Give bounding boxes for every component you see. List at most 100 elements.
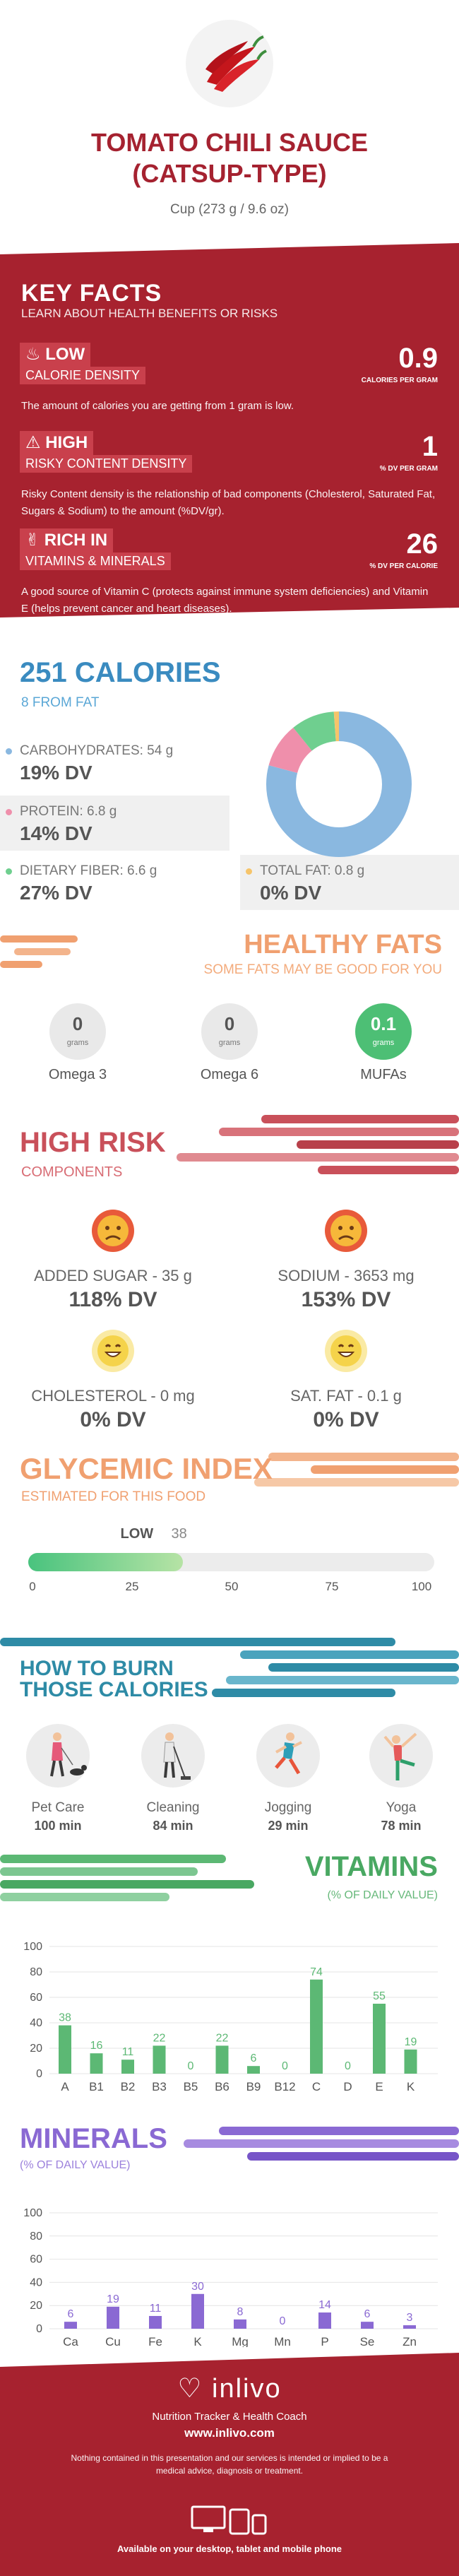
x-tick-label: Cu: [105, 2335, 121, 2347]
bar-value-label: 11: [150, 2303, 162, 2315]
burn-title: THOSE CALORIES: [20, 1678, 208, 1701]
glycemic-tick: 25: [125, 1580, 139, 1593]
risk-added-sugar: ADDED SUGAR - 35 g 118% DV: [7, 1208, 219, 1312]
y-tick-label: 40: [30, 2017, 42, 2029]
fact-label: VITAMINS & MINERALS: [20, 553, 171, 570]
fat-omega-6: 0 grams Omega 6: [173, 1003, 286, 1083]
bar-value-label: 38: [59, 2012, 71, 2024]
y-tick-label: 60: [30, 1992, 42, 2004]
bar-Zn: [403, 2325, 416, 2329]
bar-B2: [121, 2060, 134, 2074]
bar-B1: [90, 2053, 103, 2074]
fact-unit: % DV PER CALORIE: [369, 562, 438, 570]
pet-care-icon: [26, 1724, 90, 1788]
y-tick-label: 0: [36, 2323, 42, 2335]
x-tick-label: K: [193, 2335, 202, 2347]
bar-B6: [215, 2045, 229, 2074]
fact-value: 26: [406, 528, 439, 560]
y-tick-label: 20: [30, 2300, 42, 2312]
x-tick-label: Zn: [403, 2335, 417, 2347]
bar-value-label: 3: [407, 2312, 413, 2324]
bar-value-label: 16: [90, 2040, 103, 2052]
bar-Se: [361, 2322, 374, 2329]
macronutrient-donut-chart: [266, 711, 412, 857]
activity-jogging: Jogging 29 min: [242, 1724, 334, 1833]
x-tick-label: B5: [184, 2080, 198, 2093]
bar-value-label: 0: [188, 2060, 194, 2072]
section-wave: [0, 233, 459, 254]
bar-value-label: 0: [282, 2060, 288, 2072]
y-tick-label: 100: [23, 1941, 42, 1953]
happy-face-icon: [92, 1330, 134, 1372]
bar-E: [373, 2004, 386, 2074]
fact-unit: % DV PER GRAM: [379, 465, 438, 473]
glycemic-title: GLYCEMIC INDEX: [20, 1452, 273, 1485]
bar-value-label: 11: [122, 2046, 134, 2058]
glycemic-fill: [28, 1553, 183, 1571]
donut-slice-total-fat: [266, 711, 412, 857]
happy-face-icon: [325, 1330, 367, 1372]
bar-Ca: [64, 2322, 77, 2329]
vitamins-decoration: [0, 1855, 254, 1901]
bar-P: [318, 2312, 331, 2329]
jogging-icon: [256, 1724, 320, 1788]
glycemic-tick: 50: [225, 1580, 239, 1593]
key-facts-section: KEY FACTS LEARN ABOUT HEALTH BENEFITS OR…: [0, 233, 459, 629]
glycemic-subtitle: ESTIMATED FOR THIS FOOD: [21, 1489, 206, 1504]
glycemic-level: LOW: [120, 1526, 154, 1542]
fact-unit: CALORIES PER GRAM: [361, 377, 438, 384]
x-tick-label: Ca: [63, 2335, 78, 2347]
fat-mufas: 0.1 grams MUFAs: [327, 1003, 440, 1083]
glycemic-tick: 0: [29, 1580, 36, 1593]
warning-icon: ⚠: [25, 433, 41, 452]
bar-value-label: 55: [373, 1990, 386, 2002]
x-tick-label: D: [343, 2080, 352, 2093]
x-tick-label: Se: [360, 2335, 375, 2347]
x-tick-label: Mg: [232, 2335, 249, 2347]
brand-logo[interactable]: ♡ inlivo: [177, 2374, 282, 2404]
activity-pet-care: Pet Care 100 min: [12, 1724, 104, 1833]
healthy-fats-title: HEALTHY FATS: [244, 930, 442, 959]
bar-C: [310, 1979, 323, 2074]
cleaning-icon: [141, 1724, 205, 1788]
brand-url-link[interactable]: www.inlivo.com: [184, 2426, 275, 2440]
disclaimer: Nothing contained in this presentation a…: [71, 2453, 388, 2476]
vitamins-bar-chart: 0 20 40 60 80 100 38 A 16 B1 11 B2 22 B3 0 B5 22 B6 6 B9 0 B1…: [23, 1941, 438, 2093]
x-tick-label: B3: [152, 2080, 167, 2093]
section-wave: [0, 608, 459, 629]
header: TOMATO CHILI SAUCE (CATSUP-TYPE) Cup (27…: [0, 0, 459, 233]
x-tick-label: C: [312, 2080, 321, 2093]
bar-value-label: 8: [237, 2306, 244, 2318]
bar-value-label: 19: [405, 2036, 417, 2048]
calories-from-fat: 8 FROM FAT: [21, 695, 100, 710]
x-tick-label: B12: [274, 2080, 295, 2093]
burn-decoration: [0, 1638, 459, 1697]
high-risk-title: HIGH RISK: [20, 1127, 166, 1158]
x-tick-label: K: [407, 2080, 415, 2093]
fact-value: 0.9: [398, 343, 438, 374]
x-tick-label: Mn: [274, 2335, 291, 2347]
minerals-title: MINERALS: [20, 2123, 167, 2154]
thumbs-up-icon: ✌: [25, 531, 40, 550]
glycemic-value: 38: [171, 1526, 187, 1542]
burn-title: HOW TO BURN: [20, 1657, 174, 1680]
high-risk-subtitle: COMPONENTS: [21, 1164, 123, 1180]
fact-description: A good source of Vitamin C (protects aga…: [21, 586, 429, 615]
fact-level: RICH IN: [44, 531, 108, 550]
bar-Fe: [149, 2315, 162, 2329]
risk-cholesterol: CHOLESTEROL - 0 mg 0% DV: [7, 1328, 219, 1432]
high-risk-decoration: [177, 1115, 459, 1174]
x-tick-label: P: [321, 2335, 328, 2347]
minerals-subtitle: (% OF DAILY VALUE): [20, 2159, 131, 2171]
devices-icon: [191, 2505, 267, 2535]
risk-sodium: SODIUM - 3653 mg 153% DV: [240, 1208, 452, 1312]
nutrient-dietary-fiber: DIETARY FIBER: 6.6 g 27% DV: [0, 855, 212, 910]
bar-value-label: 0: [345, 2060, 351, 2072]
minerals-bar-chart: 0 20 40 60 80 100 6 Ca 19 Cu 11 Fe 30 K 8 Mg 0 Mn 14 P 6 Se 3 Z…: [23, 2207, 438, 2347]
bar-A: [59, 2025, 71, 2074]
footer: ♡ inlivo Nutrition Tracker & Health Coac…: [0, 2353, 459, 2576]
bar-value-label: 30: [191, 2281, 204, 2293]
x-tick-label: B9: [246, 2080, 261, 2093]
minerals-decoration: [184, 2127, 459, 2161]
